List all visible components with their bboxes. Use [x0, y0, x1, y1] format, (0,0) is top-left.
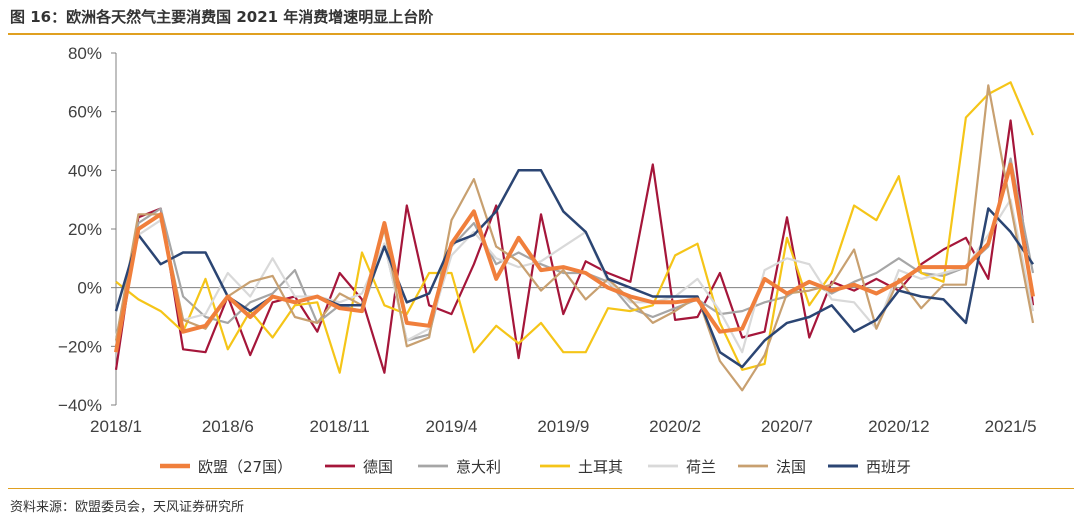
source-rule	[8, 488, 1074, 489]
series-line-3	[115, 81, 1035, 374]
series-line-1	[114, 119, 1035, 374]
x-tick-label: 2020/12	[868, 417, 929, 436]
y-tick-label: 80%	[68, 44, 102, 63]
line-chart: −40%−20%0%20%40%60%80% 2018/1 2018/6 2018/…	[58, 44, 1037, 476]
x-tick-label: 2019/9	[537, 417, 589, 436]
y-tick-label: 20%	[68, 220, 102, 239]
x-tick-label: 2018/11	[310, 417, 370, 436]
legend: 欧盟（27国） 德国 意大利 土耳其 荷兰 法国 西班牙	[160, 458, 911, 476]
x-tick-label: 2019/4	[425, 417, 477, 436]
legend-label-1: 德国	[363, 458, 393, 476]
legend-label-2: 意大利	[456, 458, 501, 476]
x-tick-label: 2018/1	[90, 417, 142, 436]
title-rule	[8, 33, 1074, 35]
x-tick-label: 2018/6	[202, 417, 254, 436]
x-tick-label: 2020/7	[761, 417, 813, 436]
figure-title: 图 16：欧洲各天然气主要消费国 2021 年消费增速明显上台阶	[10, 8, 434, 26]
y-tick-label: 60%	[68, 103, 102, 122]
y-tick-label: −20%	[58, 337, 102, 356]
series-line-0	[114, 162, 1035, 353]
legend-label-6: 西班牙	[866, 458, 911, 476]
x-axis-tick-labels: 2018/1 2018/6 2018/11 2019/4 2019/9 2020/2 202…	[90, 417, 1037, 436]
series-lines	[114, 81, 1035, 392]
y-tick-label: 0%	[77, 279, 102, 298]
series-line-2	[114, 157, 1035, 347]
y-tick-label: 40%	[68, 161, 102, 180]
legend-label-3: 土耳其	[578, 458, 623, 476]
series-line-5	[114, 84, 1035, 392]
legend-label-5: 法国	[776, 458, 806, 476]
y-tick-label: −40%	[58, 396, 102, 415]
x-tick-label: 2020/2	[649, 417, 701, 436]
legend-label-0: 欧盟（27国）	[198, 458, 292, 476]
y-axis-tick-labels: −40% −20% 0% 20% 40% 60% 80%	[58, 44, 116, 415]
legend-label-4: 荷兰	[686, 458, 716, 476]
x-tick-label: 2021/5	[985, 417, 1037, 436]
source-note: 资料来源：欧盟委员会，天风证券研究所	[10, 500, 245, 515]
